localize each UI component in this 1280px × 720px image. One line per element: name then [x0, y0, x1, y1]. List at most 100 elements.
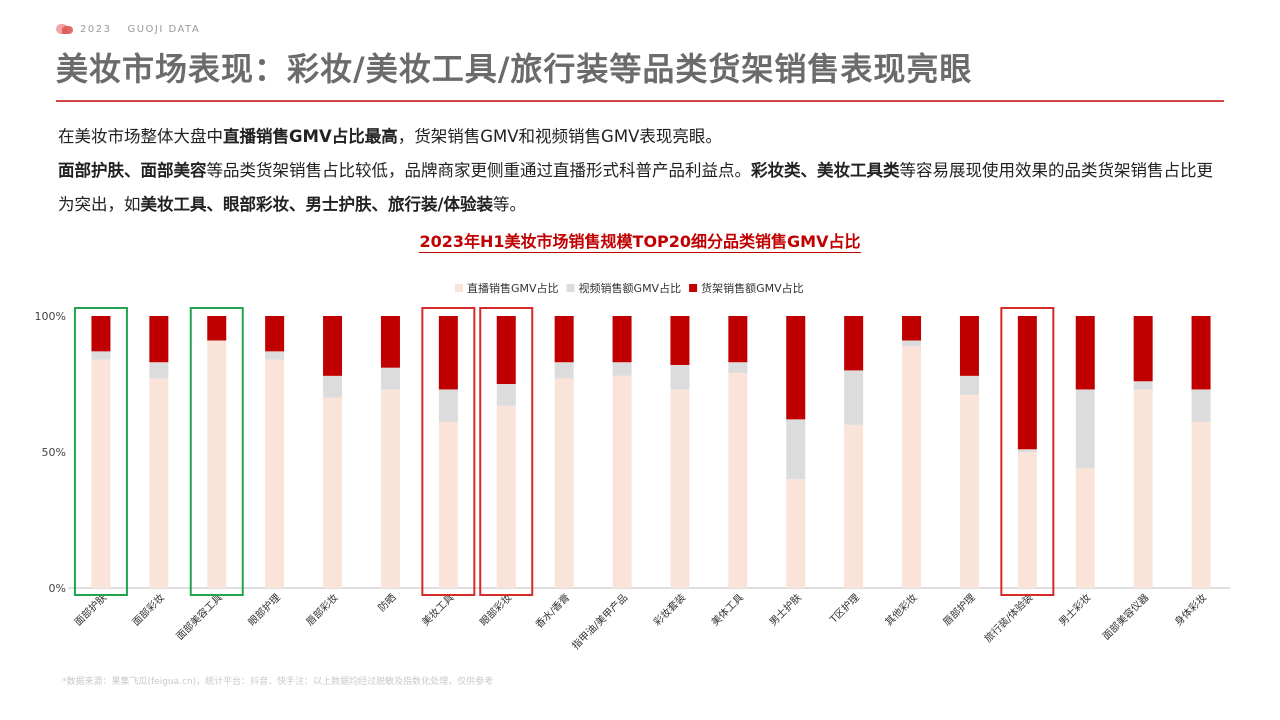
x-tick-label-3: 眼部护理: [245, 591, 282, 628]
p2-segment-5: 等。: [493, 195, 527, 214]
x-tick-label-1: 面部彩妆: [129, 591, 166, 628]
bar-2-series-0: [207, 340, 227, 588]
bar-5-series-0: [380, 389, 400, 588]
logo-year: 2023: [80, 23, 112, 35]
highlight-box-0: [73, 307, 128, 596]
chart-title-text: 2023年H1美妆市场销售规模TOP20细分品类销售GMV占比: [419, 232, 861, 253]
bar-14-series-0: [902, 345, 922, 588]
bar-15-series-2: [959, 316, 979, 376]
page-title: 美妆市场表现：彩妆/美妆工具/旅行装等品类货架销售表现亮眼: [56, 50, 973, 88]
bar-8-series-2: [554, 316, 574, 363]
bar-7-series-2: [496, 316, 516, 384]
legend-swatch-2: [689, 284, 698, 292]
bar-10-series-0: [670, 389, 690, 588]
bar-1-series-0: [149, 378, 169, 588]
bar-15-series-1: [959, 375, 979, 395]
bar-7-series-0: [496, 405, 516, 588]
bar-1-series-2: [149, 316, 169, 363]
bar-11-series-0: [728, 373, 748, 588]
summary-text: 在美妆市场整体大盘中直播销售GMV占比最高，货架销售GMV和视频销售GMV表现亮…: [58, 120, 1228, 222]
bar-16-series-0: [1017, 452, 1037, 588]
logo-brand: GUOJI DATA: [127, 23, 201, 35]
bar-3-series-0: [265, 359, 285, 588]
bar-16-series-2: [1017, 316, 1037, 450]
x-tick-label-9: 指甲油/美甲产品: [569, 591, 630, 652]
bar-13-series-0: [844, 424, 864, 588]
bar-13-series-1: [844, 370, 864, 425]
p2-segment-0: 面部护肤、面部美容: [58, 161, 207, 180]
p1-segment-1: 直播销售GMV占比最高: [223, 127, 398, 146]
bar-18-series-2: [1133, 316, 1153, 382]
bar-3-series-1: [265, 351, 285, 360]
x-tick-label-14: 其他彩妆: [882, 591, 919, 628]
highlight-box-2: [189, 307, 244, 596]
x-tick-label-16: 旅行装/体验装: [981, 591, 1035, 645]
title-divider: [56, 100, 1224, 102]
x-tick-label-5: 防晒: [375, 591, 398, 614]
highlight-box-7: [479, 307, 534, 596]
bar-12-series-1: [786, 419, 806, 480]
p2-segment-4: 美妆工具、眼部彩妆、男士护肤、旅行装/体验装: [140, 195, 494, 214]
x-tick-label-10: 彩妆套装: [651, 591, 688, 628]
bar-11-series-2: [728, 316, 748, 363]
bar-5-series-2: [380, 316, 400, 368]
bar-6-series-0: [438, 422, 458, 588]
bar-19-series-1: [1191, 389, 1211, 423]
header-logo: 2023 GUOJI DATA: [56, 21, 200, 37]
bar-18-series-0: [1133, 389, 1153, 588]
y-tick-label-2: 100%: [35, 310, 66, 323]
bar-9-series-1: [612, 362, 632, 376]
p2-segment-1: 等品类货架销售占比较低，品牌商家更侧重通过直播形式科普产品利益点。: [206, 161, 752, 180]
bar-0-series-2: [91, 316, 111, 352]
bar-3-series-2: [265, 316, 285, 352]
footnote: *数据来源：果集飞瓜(feigua.cn)，统计平台：抖音、快手注：以上数据均经…: [62, 677, 494, 687]
p2-segment-3: 等容易展现使用效果的品类货架销售占比更为突出，如: [58, 161, 1213, 214]
x-tick-label-19: 身体彩妆: [1172, 591, 1209, 628]
bar-12-series-2: [786, 316, 806, 420]
x-tick-label-15: 唇部护理: [940, 591, 977, 628]
bar-6-series-2: [438, 316, 458, 390]
bar-9-series-0: [612, 375, 632, 588]
bar-8-series-1: [554, 362, 574, 379]
p2-segment-2: 彩妆类、美妆工具类: [751, 161, 900, 180]
bar-4-series-2: [323, 316, 343, 376]
bar-16-series-1: [1017, 449, 1037, 452]
bar-17-series-0: [1075, 468, 1095, 588]
chart-title: 2023年H1美妆市场销售规模TOP20细分品类销售GMV占比: [0, 228, 1280, 253]
bar-10-series-2: [670, 316, 690, 365]
bar-9-series-2: [612, 316, 632, 363]
highlight-box-6: [421, 307, 476, 596]
bar-11-series-1: [728, 362, 748, 374]
bar-5-series-1: [380, 367, 400, 390]
p1-segment-0: 在美妆市场整体大盘中: [58, 127, 223, 146]
bar-18-series-1: [1133, 381, 1153, 390]
y-tick-label-1: 50%: [42, 446, 66, 459]
bar-17-series-2: [1075, 316, 1095, 390]
bar-12-series-0: [786, 479, 806, 588]
bar-0-series-0: [91, 359, 111, 588]
x-tick-label-6: 美妆工具: [419, 591, 456, 628]
bar-0-series-1: [91, 351, 111, 360]
bar-14-series-2: [902, 316, 922, 341]
bar-19-series-2: [1191, 316, 1211, 390]
x-tick-label-18: 面部美容仪器: [1100, 591, 1152, 643]
bar-19-series-0: [1191, 422, 1211, 588]
summary-paragraph-2: 面部护肤、面部美容等品类货架销售占比较低，品牌商家更侧重通过直播形式科普产品利益…: [58, 154, 1228, 222]
x-tick-label-7: 眼部彩妆: [477, 591, 514, 628]
x-tick-label-0: 面部护肤: [72, 591, 109, 628]
x-tick-label-12: 男士护肤: [766, 591, 803, 628]
legend-swatch-0: [455, 284, 463, 292]
bar-1-series-1: [149, 362, 169, 379]
y-tick-label-0: 0%: [49, 582, 66, 595]
highlight-box-16: [1000, 307, 1055, 596]
summary-paragraph-1: 在美妆市场整体大盘中直播销售GMV占比最高，货架销售GMV和视频销售GMV表现亮…: [58, 120, 1228, 154]
x-tick-label-8: 香水/香膏: [532, 591, 572, 631]
x-tick-label-2: 面部美容工具: [173, 591, 225, 643]
legend-label-1: 视频销售额GMV占比: [579, 281, 682, 295]
bar-13-series-2: [844, 316, 864, 371]
bar-14-series-1: [902, 340, 922, 346]
bar-15-series-0: [959, 394, 979, 588]
bar-6-series-1: [438, 389, 458, 423]
x-tick-label-11: 美体工具: [708, 591, 745, 628]
bar-7-series-1: [496, 384, 516, 406]
